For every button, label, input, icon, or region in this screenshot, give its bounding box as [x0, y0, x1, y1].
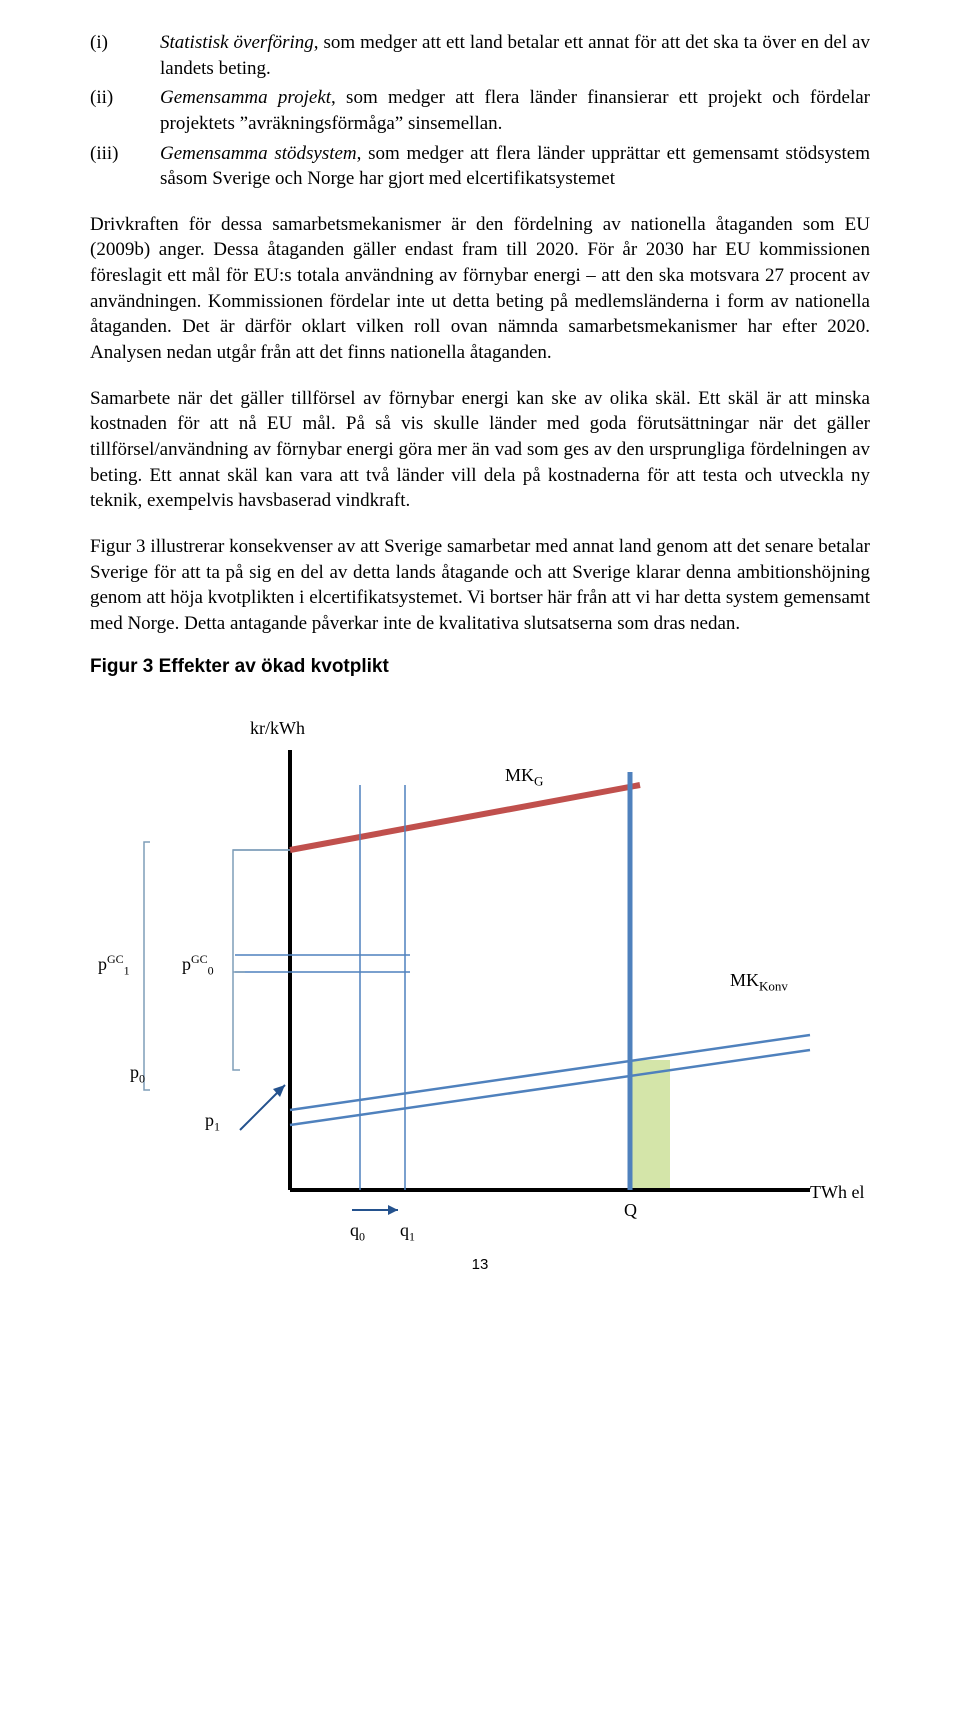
list-body: Gemensamma projekt, som medger att flera…	[160, 85, 870, 136]
q1-label: q1	[400, 1220, 415, 1245]
mkkonv-label: MKKonv	[730, 970, 788, 995]
figure-title: Figur 3 Effekter av ökad kvotplikt	[90, 656, 870, 678]
list-marker: (i)	[90, 30, 160, 81]
list-marker: (iii)	[90, 141, 160, 192]
Q-label: Q	[624, 1200, 637, 1221]
list-marker: (ii)	[90, 85, 160, 136]
pgc1-label: pGC1	[98, 952, 130, 979]
page: (i) Statistisk överföring, som medger at…	[0, 0, 960, 1293]
list-item: (i) Statistisk överföring, som medger at…	[90, 30, 870, 81]
list-body: Statistisk överföring, som medger att et…	[160, 30, 870, 81]
p0-label: p0	[130, 1062, 145, 1087]
mkkonv-line-a	[290, 1035, 810, 1110]
mkg-line	[290, 785, 640, 850]
list-item: (iii) Gemensamma stödsystem, som medger …	[90, 141, 870, 192]
page-number: 13	[90, 1256, 870, 1273]
arrow-q-head	[388, 1205, 398, 1215]
xaxis-label: TWh el	[810, 1182, 864, 1203]
shade-rect	[630, 1060, 670, 1190]
p1-label: p1	[205, 1110, 220, 1135]
mkkonv-line-b	[290, 1050, 810, 1125]
list-term: Gemensamma stödsystem	[160, 143, 357, 164]
paragraph: Samarbete när det gäller tillförsel av f…	[90, 386, 870, 514]
bracket-inner	[233, 850, 290, 1070]
yaxis-label: kr/kWh	[250, 718, 305, 739]
list-term: Gemensamma projekt	[160, 87, 331, 108]
list-item: (ii) Gemensamma projekt, som medger att …	[90, 85, 870, 136]
pgc0-label: pGC0	[182, 952, 214, 979]
paragraph: Figur 3 illustrerar konsekvenser av att …	[90, 534, 870, 637]
mkg-label: MKG	[505, 765, 543, 790]
paragraph: Drivkraften för dessa samarbetsmekanisme…	[90, 212, 870, 366]
q0-label: q0	[350, 1220, 365, 1245]
enumerated-list: (i) Statistisk överföring, som medger at…	[90, 30, 870, 192]
list-body: Gemensamma stödsystem, som medger att fl…	[160, 141, 870, 192]
bracket-outer	[144, 842, 150, 1090]
list-term: Statistisk överföring	[160, 32, 314, 53]
figure-chart: kr/kWh MKG MKKonv pGC1 pGC0 p0 p1 q0 q1 …	[90, 690, 870, 1250]
